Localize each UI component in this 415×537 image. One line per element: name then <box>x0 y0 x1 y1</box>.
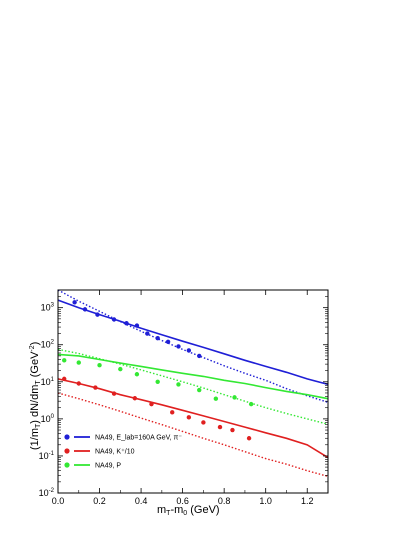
x-tick-label: 0.4 <box>135 496 148 506</box>
series-2-point <box>155 379 160 385</box>
legend: NA49, E_lab=160A GeV, π⁻ NA49, K⁺/10 NA49,… <box>64 434 182 470</box>
legend-marker <box>64 448 70 454</box>
legend-marker <box>64 462 70 468</box>
series-1-solid-line <box>57 378 329 459</box>
x-tick-label: 0.6 <box>176 496 189 506</box>
series-0-point <box>82 307 88 312</box>
plot-frame <box>57 289 329 494</box>
series-1-point <box>76 381 81 386</box>
series-2-point <box>197 387 202 393</box>
series-1-point <box>246 436 252 441</box>
series-0-point <box>72 300 77 305</box>
legend-label: NA49, P <box>95 463 121 470</box>
x-axis: 0.0 0.2 0.4 0.6 0.8 1.0 1.2 <box>52 290 329 506</box>
series-2-point <box>97 363 102 368</box>
x-axis-title: mT-m0 (GeV) <box>157 504 220 517</box>
x-tick-label: 0.8 <box>218 496 231 506</box>
series-0-point <box>176 344 181 349</box>
series-0-point <box>124 321 129 326</box>
series-2-point <box>213 396 219 401</box>
legend-marker <box>64 434 70 440</box>
y-tick-label: 100 <box>41 414 55 424</box>
x-tick-label: 0.0 <box>52 496 65 506</box>
series-2-point <box>76 360 81 365</box>
series-1-point <box>217 424 223 430</box>
series-1-point <box>62 376 67 382</box>
series-0-dotted-line <box>57 289 329 403</box>
series-1-point <box>149 401 154 407</box>
series-1-point <box>230 427 235 433</box>
series-2-point <box>134 372 140 377</box>
series-1-point <box>201 420 206 425</box>
series-2-point <box>248 401 254 407</box>
series-0-point <box>186 348 192 353</box>
legend-label: NA49, E_lab=160A GeV, π⁻ <box>95 435 182 442</box>
y-tick-label: 103 <box>41 303 55 313</box>
series-1-point <box>186 415 192 420</box>
y-tick-label: 10-1 <box>39 451 55 461</box>
plot-area <box>57 289 329 478</box>
series-0-point <box>145 331 150 336</box>
series-0-point <box>155 336 160 341</box>
series-1-point <box>132 396 138 401</box>
y-tick-label: 102 <box>41 340 55 350</box>
series-2-point <box>176 382 181 387</box>
series-0-point <box>134 323 140 328</box>
y-tick-label: 101 <box>41 377 55 387</box>
series-2-solid-line <box>57 353 329 400</box>
y-tick-label: 10-2 <box>39 488 55 498</box>
series-1-point <box>170 410 175 415</box>
x-tick-label: 1.2 <box>301 496 314 506</box>
series-0-solid-line <box>57 299 329 386</box>
series-1-point <box>111 391 117 396</box>
y-axis-title: (1/mT) dN/dmT (GeV-2) <box>29 342 42 450</box>
series-1-point <box>93 385 98 390</box>
series-2-point <box>232 395 237 400</box>
series-0-point <box>197 353 202 359</box>
series-1-dotted-line <box>57 392 329 478</box>
legend-label: NA49, K⁺/10 <box>95 449 135 456</box>
x-tick-label: 1.0 <box>259 496 272 506</box>
x-tick-label: 0.2 <box>93 496 106 506</box>
series-0-point <box>111 317 117 322</box>
y-axis: 10-2 10-1 100 101 102 103 <box>39 289 328 498</box>
series-2-point <box>62 358 67 363</box>
series-0-point <box>165 339 171 345</box>
series-0-point <box>95 312 100 317</box>
series-2-point <box>118 366 123 372</box>
